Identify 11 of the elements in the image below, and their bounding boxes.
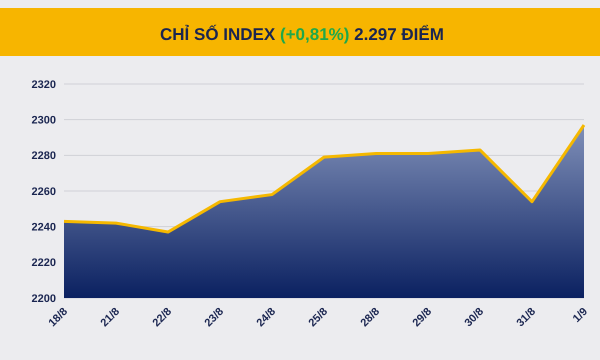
y-tick-label: 2320 [32, 78, 56, 91]
x-tick-label: 31/8 [514, 306, 538, 330]
x-tick-label: 1/9 [570, 306, 590, 325]
chart-title: CHỈ SỐ INDEX (+0,81%) 2.297 ĐIỂM [160, 24, 444, 44]
y-tick-label: 2220 [32, 257, 56, 270]
y-tick-label: 2300 [32, 114, 56, 127]
x-tick-label: 30/8 [462, 306, 486, 330]
y-tick-label: 2280 [32, 150, 56, 162]
y-tick-label: 2260 [32, 186, 56, 198]
y-tick-label: 2240 [32, 222, 56, 234]
y-tick-label: 2200 [32, 292, 56, 305]
